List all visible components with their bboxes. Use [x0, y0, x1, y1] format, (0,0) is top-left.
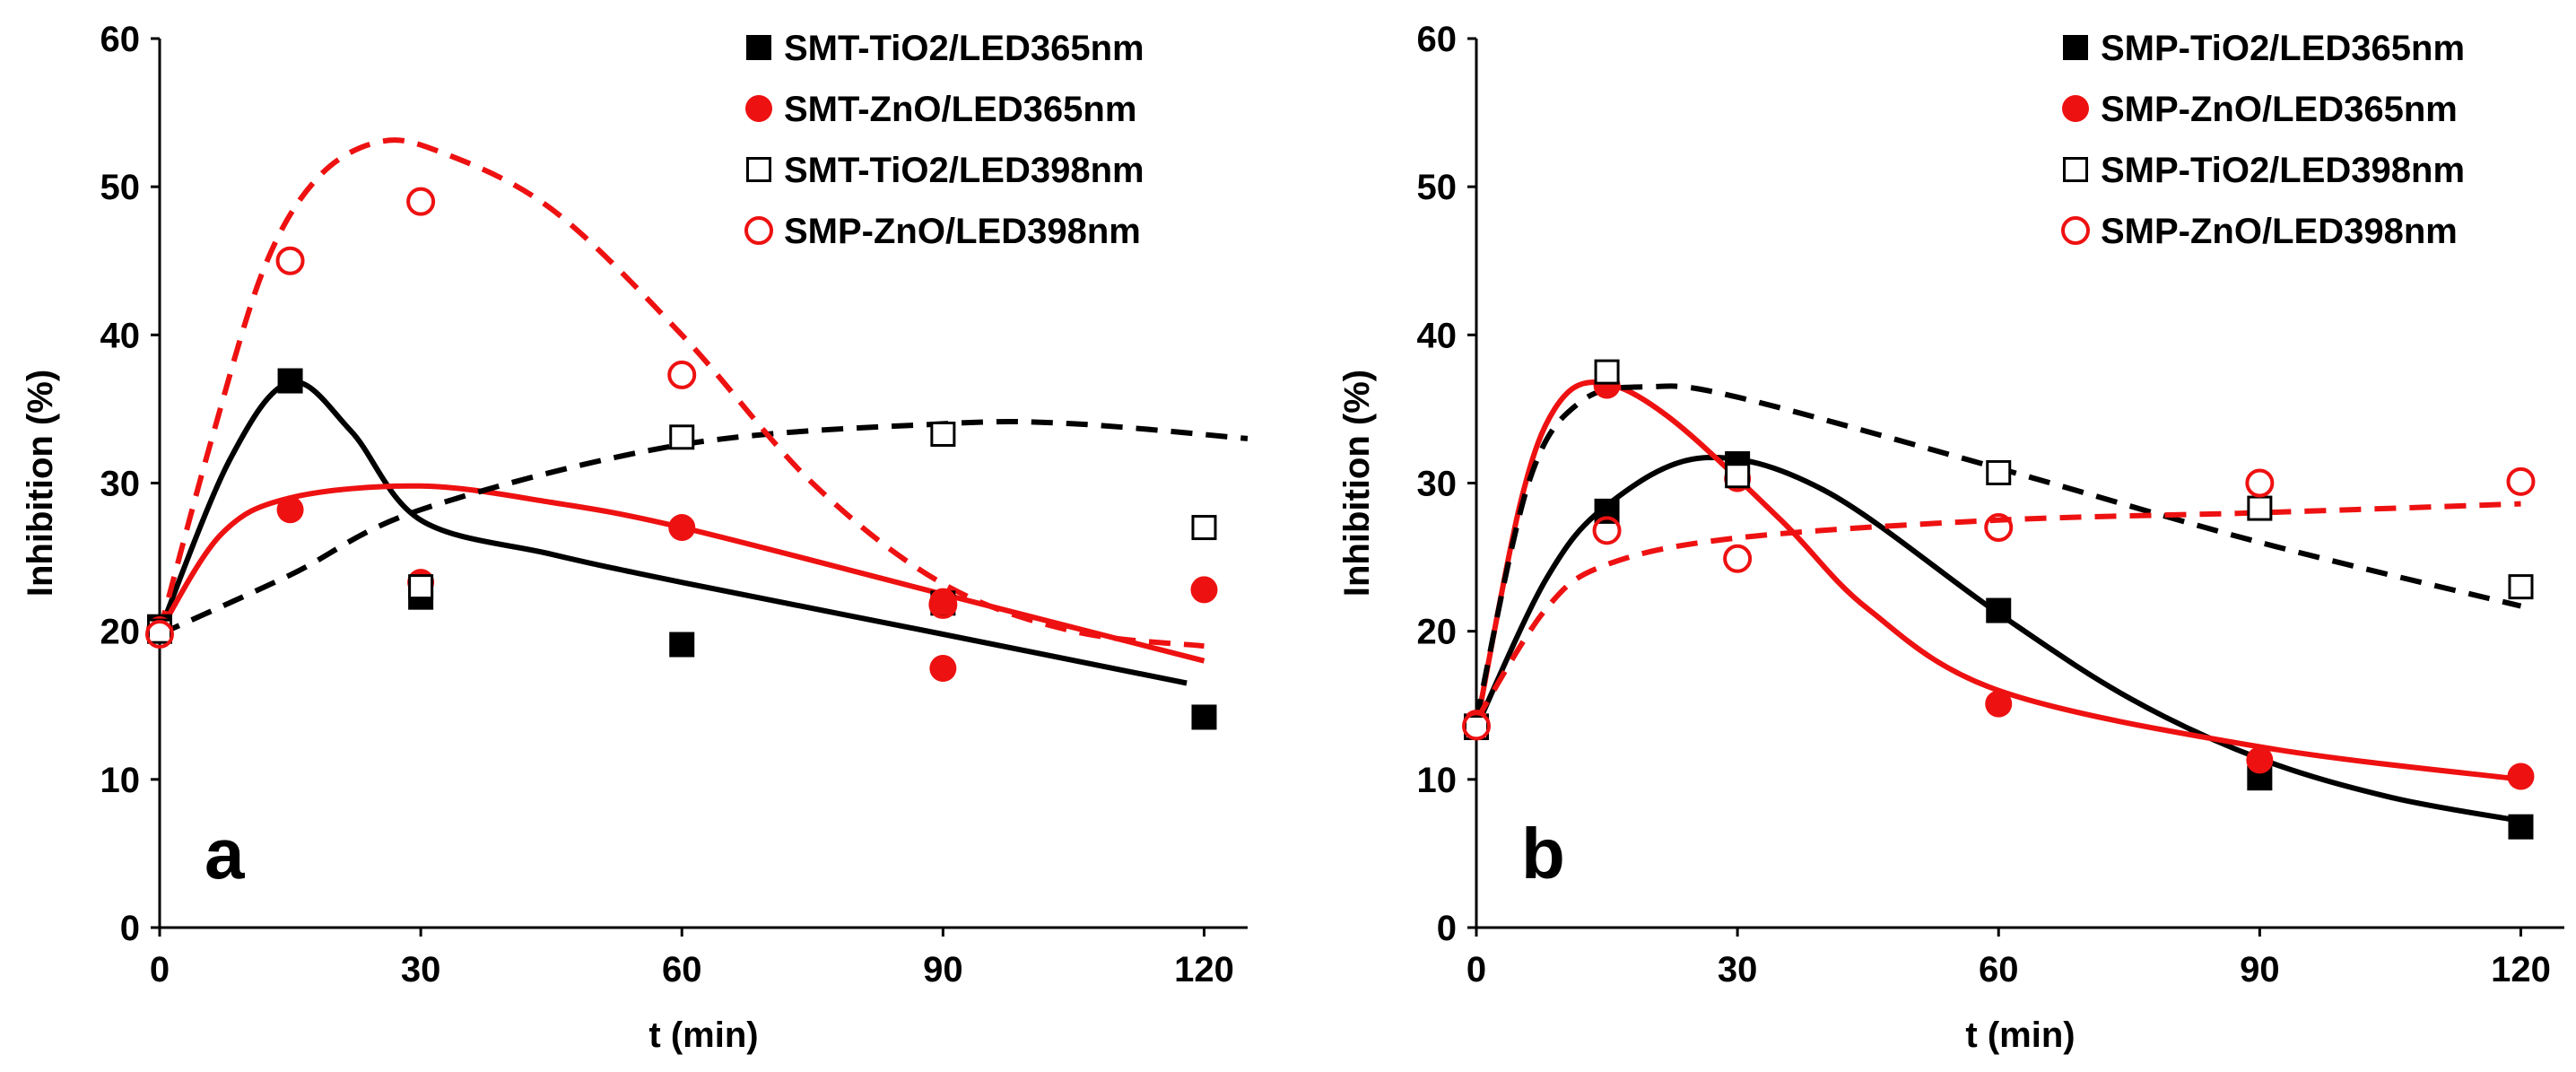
fit-curve-3 [158, 418, 1249, 637]
data-point-series-3 [669, 424, 695, 450]
x-tick-label: 0 [150, 950, 170, 989]
y-tick-label: 0 [1437, 909, 1457, 948]
y-tick-label: 60 [100, 20, 141, 59]
x-tick-label: 0 [1466, 950, 1486, 989]
legend-label-4: SMP-ZnO/LED398nm [784, 212, 1141, 251]
y-tick-label: 0 [120, 909, 140, 948]
legend-label-2: SMT-ZnO/LED365nm [784, 90, 1136, 129]
data-point-series-4 [2506, 466, 2536, 496]
chart-a: 0 10 20 30 40 50 60 0 30 60 90 120 t (min) Inhibition… [21, 20, 1249, 1055]
x-axis-title: t (min) [648, 1015, 758, 1055]
data-point-series-2 [929, 654, 957, 682]
x-tick-label: 120 [1174, 950, 1234, 989]
y-tick-label: 10 [1417, 761, 1458, 800]
x-tick-label: 60 [662, 950, 702, 989]
data-point-series-4 [275, 246, 305, 275]
legend-label-4: SMP-ZnO/LED398nm [2101, 212, 2458, 251]
legend-marker-4 [744, 216, 773, 245]
y-tick-label: 50 [100, 168, 141, 207]
fit-curve-4 [1474, 501, 2521, 722]
data-point-series-2 [1190, 576, 1218, 604]
legend-marker-3 [746, 157, 771, 182]
legend-marker-4 [2061, 216, 2090, 245]
y-tick-label: 10 [100, 761, 141, 800]
panel-label: b [1521, 814, 1565, 893]
legend-marker-1 [2063, 35, 2088, 60]
legend-marker-1 [746, 35, 771, 60]
data-point-series-4 [667, 360, 697, 389]
fit-curve-3 [1474, 383, 2522, 721]
data-point-series-3 [2508, 574, 2534, 600]
data-point-series-4 [2245, 468, 2275, 498]
legend-label-1: SMT-TiO2/LED365nm [784, 29, 1144, 68]
data-point-series-4 [928, 589, 958, 619]
data-point-series-4 [145, 619, 174, 649]
legend-label-3: SMT-TiO2/LED398nm [784, 151, 1144, 190]
y-tick-label: 40 [1417, 316, 1458, 355]
data-point-series-4 [1462, 711, 1491, 741]
legend-label-1: SMP-TiO2/LED365nm [2101, 29, 2465, 68]
data-point-series-3 [930, 421, 956, 447]
legend-marker-2 [745, 95, 772, 122]
y-tick-label: 60 [1417, 20, 1458, 59]
y-tick-label: 20 [1417, 613, 1458, 652]
data-point-series-2 [668, 514, 696, 542]
x-axis-title: t (min) [1965, 1015, 2075, 1055]
data-point-series-2 [2246, 746, 2274, 774]
y-tick-label: 50 [1417, 168, 1458, 207]
x-tick-label: 120 [2491, 950, 2551, 989]
data-point-series-1 [277, 368, 303, 394]
data-point-series-3 [1725, 463, 1751, 489]
data-point-series-1 [1986, 597, 2012, 623]
fit-curve-1 [157, 379, 1188, 686]
fit-curve-1 [1474, 455, 2522, 824]
fit-curve-4 [157, 137, 1205, 649]
legend-marker-3 [2063, 157, 2088, 182]
data-point-series-3 [408, 574, 434, 600]
data-point-series-2 [1985, 690, 2013, 718]
data-point-series-3 [1986, 459, 2012, 485]
data-point-series-4 [1723, 544, 1753, 573]
y-axis-title: Inhibition (%) [1337, 370, 1377, 597]
data-point-series-2 [276, 496, 304, 524]
x-tick-label: 90 [923, 950, 963, 989]
data-point-series-3 [2247, 495, 2273, 521]
legend-marker-2 [2062, 95, 2089, 122]
fit-curve-2 [1474, 379, 2521, 782]
y-tick-label: 40 [100, 316, 141, 355]
data-point-series-4 [1592, 516, 1622, 545]
x-tick-label: 30 [1718, 950, 1758, 989]
x-tick-label: 30 [401, 950, 441, 989]
data-point-series-2 [2507, 763, 2535, 790]
data-point-series-1 [669, 632, 695, 658]
y-tick-label: 30 [1417, 465, 1458, 504]
x-tick-label: 60 [1979, 950, 2019, 989]
data-point-series-3 [1191, 515, 1217, 541]
y-axis-title: Inhibition (%) [21, 370, 60, 597]
y-tick-label: 20 [100, 613, 141, 652]
data-point-series-4 [1984, 513, 2014, 543]
data-point-series-3 [1594, 359, 1620, 385]
legend-label-3: SMP-TiO2/LED398nm [2101, 151, 2465, 190]
data-point-series-4 [406, 187, 436, 216]
y-tick-label: 30 [100, 465, 141, 504]
x-tick-label: 90 [2240, 950, 2280, 989]
panel-label: a [205, 814, 245, 893]
data-point-series-1 [2508, 814, 2534, 840]
chart-b: 0 10 20 30 40 50 60 0 30 60 90 120 t (min) Inhibition… [1337, 20, 2564, 1055]
legend-label-2: SMP-ZnO/LED365nm [2101, 90, 2458, 129]
data-point-series-1 [1191, 704, 1217, 730]
